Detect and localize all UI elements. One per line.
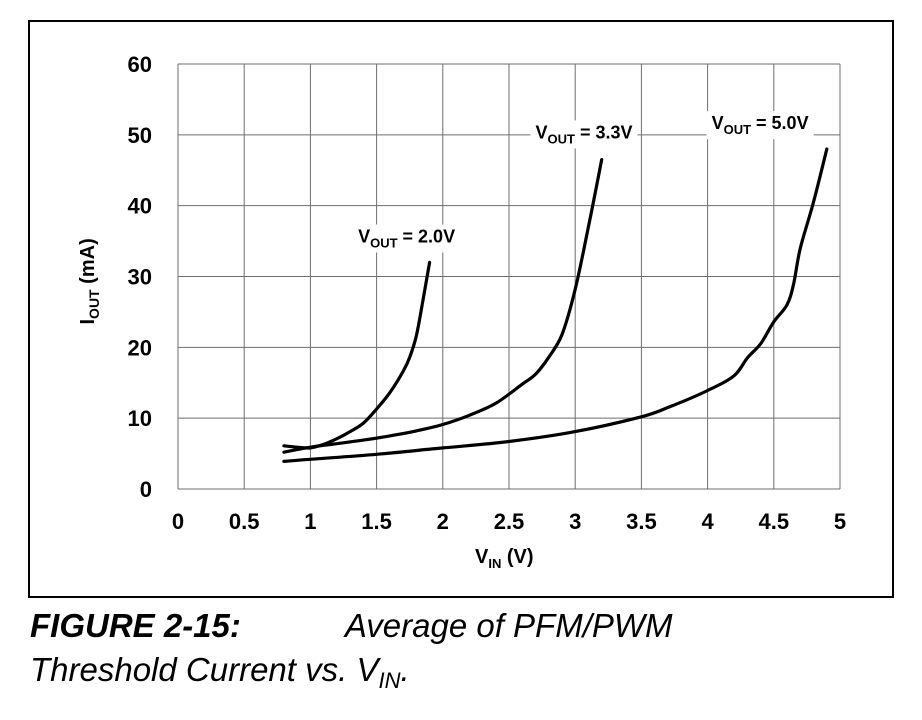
series-line-0 bbox=[282, 260, 432, 450]
caption-line-1: FIGURE 2-15: Average of PFM/PWM bbox=[30, 604, 910, 648]
figure-number: FIGURE 2-15: bbox=[30, 607, 241, 644]
caption-title-1: Average of PFM/PWM bbox=[344, 607, 673, 644]
y-tick-label: 60 bbox=[128, 52, 152, 77]
y-tick-label: 20 bbox=[128, 335, 152, 360]
y-tick-label: 30 bbox=[128, 265, 152, 290]
x-tick-label: 3 bbox=[569, 509, 581, 534]
y-axis-label: IOUT (mA) bbox=[77, 238, 102, 324]
x-tick-label: 0.5 bbox=[229, 509, 260, 534]
series-label-bg bbox=[706, 111, 814, 140]
x-tick-label: 1.5 bbox=[361, 509, 392, 534]
y-tick-label: 10 bbox=[128, 406, 152, 431]
x-tick-label: 4.5 bbox=[759, 509, 790, 534]
series-label-1: VOUT = 3.3V bbox=[535, 122, 632, 146]
grid-lines bbox=[177, 63, 841, 490]
caption-subscript: IN bbox=[378, 668, 401, 693]
x-tick-label: 2.5 bbox=[494, 509, 525, 534]
chart: 0 0.5 1 1.5 2 2.5 3 3.5 4 4.5 5 0 10 20 30 40 50 60 VOUT… bbox=[77, 52, 846, 571]
caption-line-2: Threshold Current vs. VIN. bbox=[30, 648, 910, 703]
figure-frame: 0 0.5 1 1.5 2 2.5 3 3.5 4 4.5 5 0 10 20 30 40 50 60 VOUT… bbox=[28, 20, 894, 598]
series-label-0: VOUT = 2.0V bbox=[358, 227, 455, 251]
series-label-2: VOUT = 5.0V bbox=[712, 113, 809, 137]
x-tick-label: 2 bbox=[437, 509, 449, 534]
x-tick-label: 0 bbox=[172, 509, 184, 534]
series-line-1 bbox=[282, 158, 604, 454]
y-tick-labels: 0 10 20 30 40 50 60 bbox=[128, 52, 152, 502]
x-tick-label: 1 bbox=[304, 509, 316, 534]
x-axis-label: VIN (V) bbox=[475, 546, 534, 571]
x-tick-labels: 0 0.5 1 1.5 2 2.5 3 3.5 4 4.5 5 bbox=[172, 509, 846, 534]
caption-title-2: Threshold Current vs. V bbox=[30, 651, 379, 688]
x-tick-label: 5 bbox=[834, 509, 846, 534]
caption-suffix: . bbox=[400, 651, 410, 688]
y-tick-label: 40 bbox=[128, 194, 152, 219]
y-tick-label: 50 bbox=[128, 123, 152, 148]
series-label-bg bbox=[353, 224, 461, 253]
x-tick-label: 4 bbox=[701, 509, 714, 534]
series-line-2 bbox=[282, 147, 829, 463]
figure-caption: FIGURE 2-15: Average of PFM/PWM Threshold… bbox=[30, 604, 910, 703]
series-label-bg bbox=[530, 120, 638, 149]
y-tick-label: 0 bbox=[140, 477, 152, 502]
series-labels: VOUT = 2.0V VOUT = 3.3V VOUT = 5.0V bbox=[353, 111, 814, 253]
x-tick-label: 3.5 bbox=[626, 509, 657, 534]
series-curves bbox=[282, 147, 829, 463]
